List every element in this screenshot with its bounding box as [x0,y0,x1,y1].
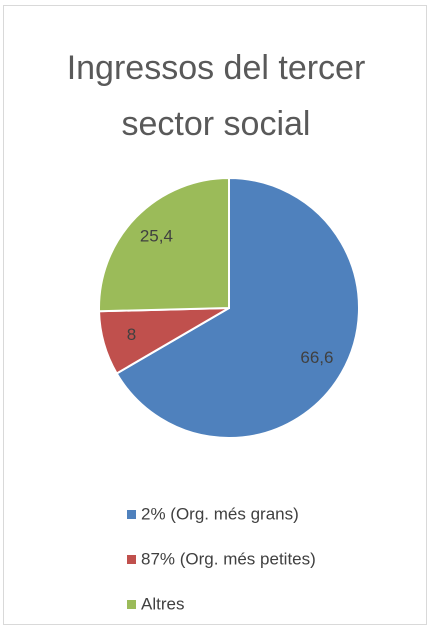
legend-swatch [127,600,136,609]
legend-label: 2% (Org. més grans) [141,504,299,523]
pie-slice [98,176,230,313]
data-label: 25,4 [140,227,173,246]
data-label: 66,6 [300,348,333,367]
legend-swatch [127,555,136,564]
chart-frame [3,5,427,625]
legend-swatch [127,510,136,519]
legend-label: 87% (Org. més petites) [141,549,316,568]
legend-label: Altres [141,594,184,613]
pie-slice [115,176,360,439]
chart-title: Ingressos del tercer sector social [66,49,366,143]
data-label: 8 [127,325,136,344]
